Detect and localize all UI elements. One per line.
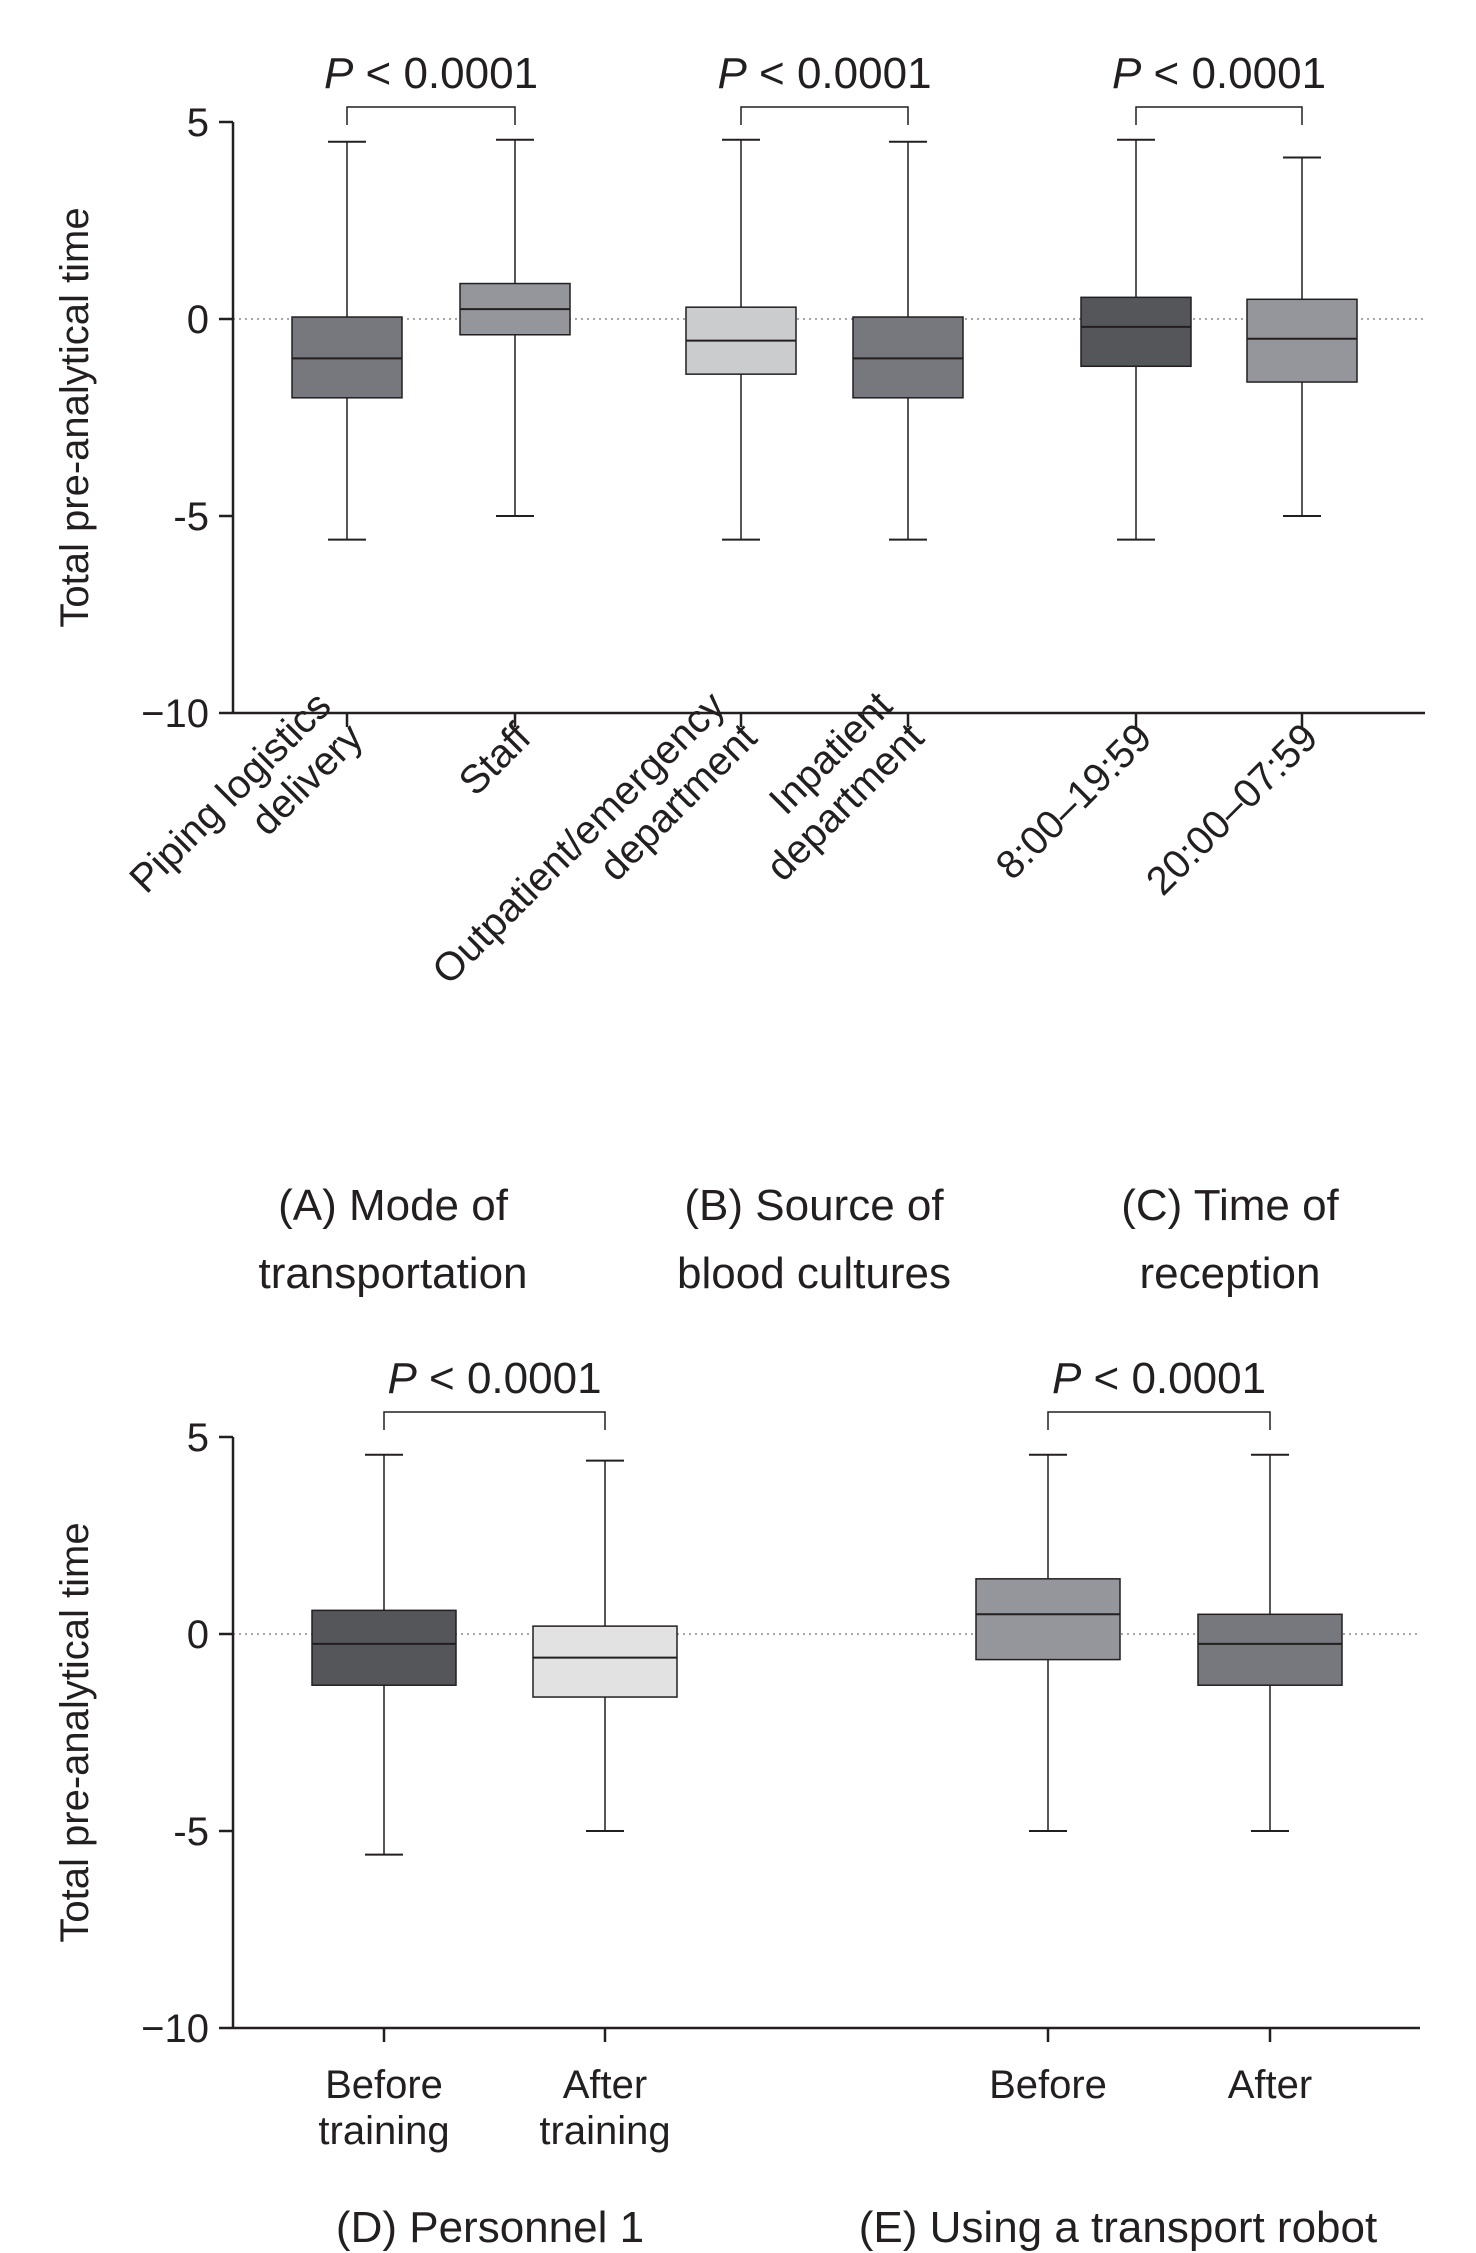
x-category-label: 8:00–19:59 — [988, 715, 1161, 888]
bracket-line — [383, 1411, 606, 1430]
box-iqr — [532, 1625, 678, 1698]
group-label-line: (E) Using a transport robot — [859, 2203, 1377, 2252]
group-label: (A) Mode of transportation — [258, 1181, 527, 1298]
p-value-label: P < 0.0001 — [324, 49, 538, 98]
group-label-line: transportation — [258, 1249, 527, 1298]
p-value-symbol: P — [387, 1354, 417, 1403]
y-tick-label: -5 — [173, 1810, 209, 1854]
bracket-line — [740, 106, 909, 125]
x-category-label-line: Staff — [451, 715, 540, 804]
box-4 — [1197, 1453, 1343, 1832]
p-value-label: P < 0.0001 — [387, 1354, 601, 1403]
group-label-line: reception — [1139, 1249, 1320, 1298]
box-3 — [685, 138, 797, 541]
significance-bracket: P < 0.0001 — [383, 1354, 606, 1430]
x-category-label: After training — [539, 2063, 670, 2153]
x-category-label: Before — [989, 2063, 1107, 2107]
group-label: (E) Using a transport robot — [859, 2203, 1377, 2252]
box-2 — [459, 138, 571, 517]
box-2 — [532, 1459, 678, 1832]
p-value-text: < 0.0001 — [353, 49, 538, 98]
x-category-label: 20:00–07:59 — [1138, 715, 1326, 903]
box-6 — [1246, 156, 1358, 517]
y-axis-title: Total pre-analytical time — [53, 207, 97, 627]
x-category-label-line: Before — [325, 2063, 443, 2107]
x-category-label-line: Outpatient/emergency — [424, 683, 733, 992]
y-tick-label: 0 — [187, 298, 209, 342]
p-value-label: P < 0.0001 — [717, 49, 931, 98]
group-label-line: (D) Personnel 1 — [336, 2203, 644, 2252]
p-value-text: < 0.0001 — [417, 1354, 602, 1403]
x-category-label-line: Before — [989, 2063, 1107, 2107]
box-1 — [311, 1453, 457, 1856]
group-label-line: (B) Source of — [684, 1181, 944, 1230]
p-value-text: < 0.0001 — [747, 49, 932, 98]
box-4 — [852, 140, 964, 541]
y-tick-label: 5 — [187, 1416, 209, 1460]
y-tick-label: 5 — [187, 101, 209, 145]
group-label-line: (C) Time of — [1121, 1181, 1339, 1230]
p-value-text: < 0.0001 — [1081, 1354, 1266, 1403]
x-category-label-line: 8:00–19:59 — [988, 715, 1161, 888]
box-1 — [291, 140, 403, 541]
x-category-label-line: 20:00–07:59 — [1138, 715, 1326, 903]
box-iqr — [1197, 1613, 1343, 1686]
bracket-line — [346, 106, 516, 125]
x-category-label: Before training — [318, 2063, 449, 2153]
box-iqr — [1080, 296, 1192, 368]
group-label: (D) Personnel 1 — [336, 2203, 644, 2252]
x-category-label: Staff — [451, 715, 540, 804]
y-axis-title: Total pre-analytical time — [53, 1522, 97, 1942]
x-category-label-line: training — [539, 2109, 670, 2153]
significance-bracket: P < 0.0001 — [1047, 1354, 1271, 1430]
p-value-symbol: P — [324, 49, 354, 98]
group-label-line: (A) Mode of — [278, 1181, 509, 1230]
p-value-label: P < 0.0001 — [1112, 49, 1326, 98]
x-category-label-line: After — [563, 2063, 647, 2107]
box-iqr — [1246, 298, 1358, 383]
box-3 — [975, 1453, 1121, 1832]
p-value-symbol: P — [717, 49, 747, 98]
x-category-label: Outpatient/emergencydepartment — [424, 683, 765, 1024]
box-5 — [1080, 138, 1192, 541]
box-iqr — [975, 1578, 1121, 1661]
significance-bracket: P < 0.0001 — [1112, 49, 1326, 125]
p-value-text: < 0.0001 — [1141, 49, 1326, 98]
box-iqr — [311, 1609, 457, 1686]
x-category-label: Inpatientdepartment — [726, 683, 932, 889]
x-category-label-line: After — [1228, 2063, 1312, 2107]
y-tick-label: −10 — [141, 2007, 209, 2051]
x-category-label-line: training — [318, 2109, 449, 2153]
group-label-line: blood cultures — [677, 1249, 951, 1298]
significance-bracket: P < 0.0001 — [324, 49, 538, 125]
y-tick-label: 0 — [187, 1613, 209, 1657]
bracket-line — [1047, 1411, 1271, 1430]
p-value-symbol: P — [1052, 1354, 1082, 1403]
y-tick-label: −10 — [141, 692, 209, 736]
group-label: (B) Source of blood cultures — [677, 1181, 951, 1298]
y-tick-label: -5 — [173, 495, 209, 539]
p-value-label: P < 0.0001 — [1052, 1354, 1266, 1403]
x-category-label: After — [1228, 2063, 1312, 2107]
p-value-symbol: P — [1112, 49, 1142, 98]
group-label: (C) Time of reception — [1121, 1181, 1339, 1298]
bracket-line — [1135, 106, 1303, 125]
significance-bracket: P < 0.0001 — [717, 49, 932, 125]
